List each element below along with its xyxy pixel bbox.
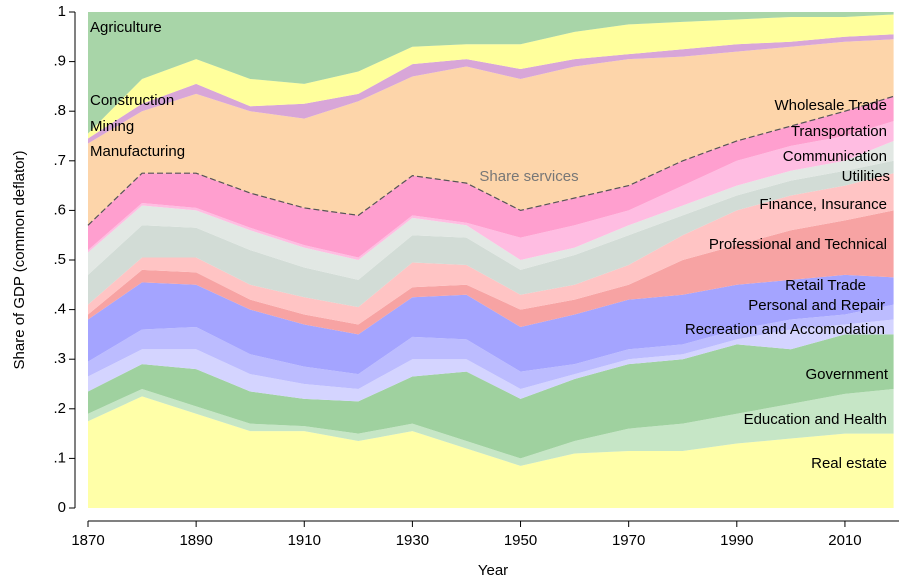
y-tick-label: .4 bbox=[53, 301, 66, 318]
series-label: Education and Health bbox=[744, 411, 887, 428]
series-label: Manufacturing bbox=[90, 143, 185, 160]
y-tick-label: .7 bbox=[53, 152, 66, 169]
series-label: Agriculture bbox=[90, 19, 162, 36]
y-axis-label: Share of GDP (common deflator) bbox=[11, 151, 28, 370]
annotation: Share services bbox=[479, 168, 578, 185]
x-axis-label: Year bbox=[478, 562, 508, 579]
x-tick-label: 1870 bbox=[71, 532, 104, 549]
area bbox=[88, 140, 894, 280]
series-label: Communication bbox=[783, 148, 887, 165]
y-tick-label: 1 bbox=[58, 3, 66, 20]
area bbox=[88, 160, 894, 308]
y-tick-label: .3 bbox=[53, 350, 66, 367]
series-label: Real estate bbox=[811, 455, 887, 472]
area bbox=[88, 274, 894, 375]
area bbox=[88, 210, 894, 335]
x-tick-label: 1890 bbox=[179, 532, 212, 549]
series-label: Professional and Technical bbox=[709, 236, 887, 253]
area bbox=[88, 121, 894, 261]
x-tick-label: 1910 bbox=[288, 532, 321, 549]
area bbox=[88, 96, 894, 258]
series-label: Transportation bbox=[791, 123, 887, 140]
series-label: Mining bbox=[90, 118, 134, 135]
y-tick-label: .8 bbox=[53, 102, 66, 119]
area bbox=[88, 388, 894, 466]
area bbox=[88, 396, 894, 508]
y-tick-label: .2 bbox=[53, 400, 66, 417]
area bbox=[88, 304, 894, 389]
area bbox=[88, 39, 894, 226]
x-tick-label: 2010 bbox=[828, 532, 861, 549]
y-tick-label: .1 bbox=[53, 449, 66, 466]
series-label: Wholesale Trade bbox=[774, 97, 887, 114]
area bbox=[88, 14, 894, 139]
series-label: Utilities bbox=[842, 168, 890, 185]
y-tick-label: .9 bbox=[53, 53, 66, 70]
area bbox=[88, 12, 894, 134]
series-label: Personal and Repair bbox=[748, 297, 885, 314]
x-tick-label: 1970 bbox=[612, 532, 645, 549]
series-label: Construction bbox=[90, 92, 174, 109]
area bbox=[88, 334, 894, 459]
area bbox=[88, 173, 894, 325]
y-tick-label: .5 bbox=[53, 251, 66, 268]
services-line bbox=[87, 95, 894, 226]
x-tick-label: 1930 bbox=[396, 532, 429, 549]
y-tick-label: 0 bbox=[58, 499, 66, 516]
area bbox=[88, 319, 894, 402]
x-tick-label: 1950 bbox=[504, 532, 537, 549]
series-label: Government bbox=[805, 366, 888, 383]
series-label: Recreation and Accomodation bbox=[685, 321, 885, 338]
x-tick-label: 1990 bbox=[720, 532, 753, 549]
y-tick-label: .6 bbox=[53, 201, 66, 218]
area bbox=[88, 34, 894, 144]
series-label: Finance, Insurance bbox=[759, 196, 887, 213]
series-label: Retail Trade bbox=[785, 277, 866, 294]
